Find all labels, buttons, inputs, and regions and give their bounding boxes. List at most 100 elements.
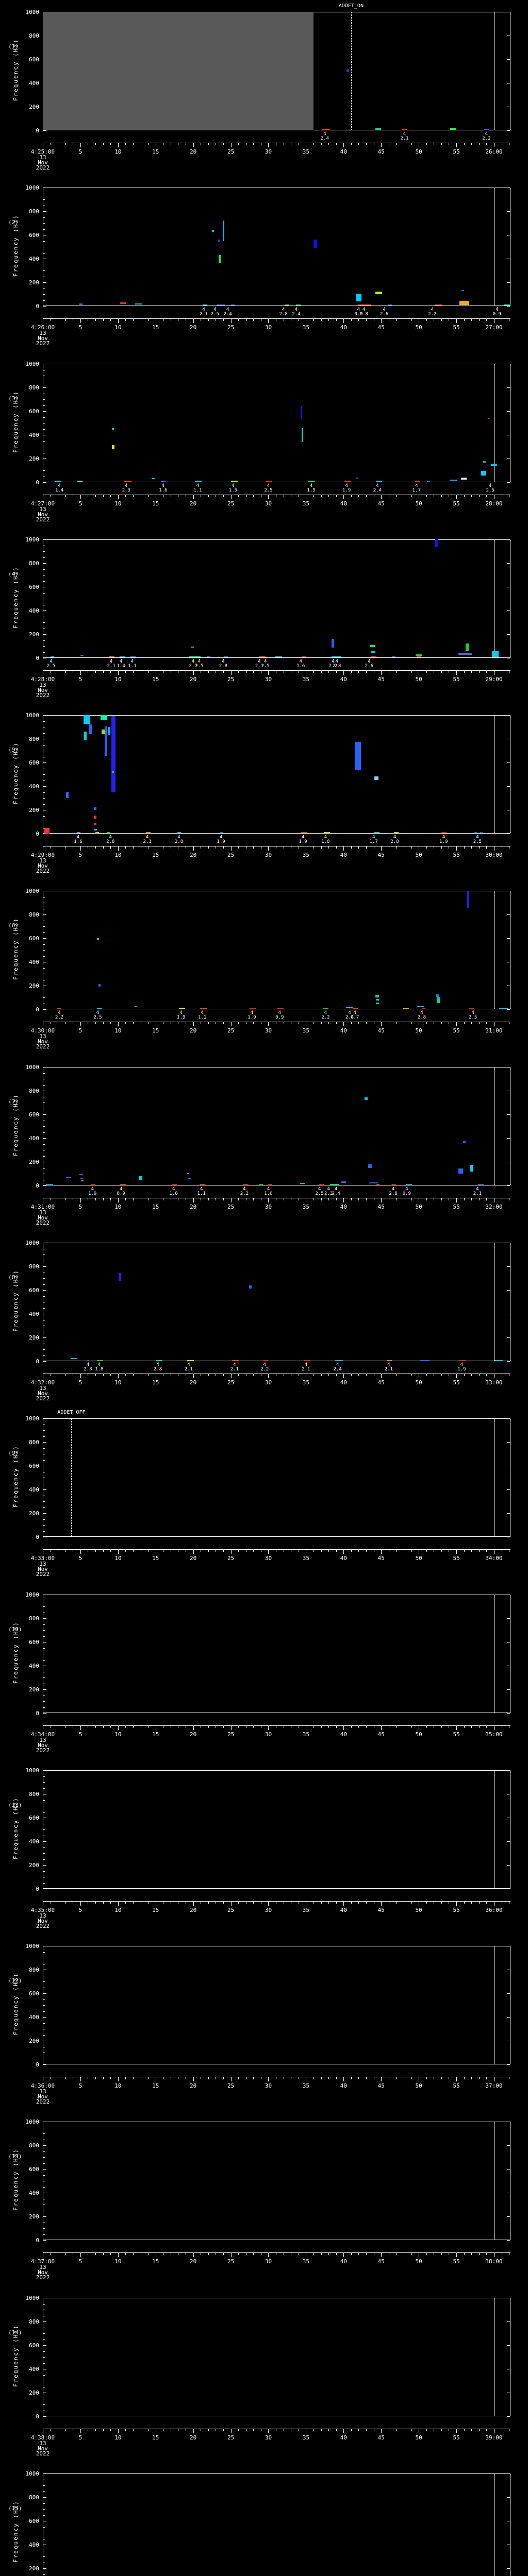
x-tick-label: 30 xyxy=(265,148,272,155)
x-tick-label: 20 xyxy=(190,148,197,155)
x-minor-tick xyxy=(238,319,239,321)
x-minor-tick xyxy=(223,2077,224,2079)
detection-count-label: 4 xyxy=(391,1187,395,1192)
y-minor-tick xyxy=(43,816,45,817)
x-date-label: 2022 xyxy=(36,868,50,874)
x-minor-tick xyxy=(321,1198,322,1200)
y-tick-label: 600 xyxy=(29,2518,39,2524)
x-minor-tick xyxy=(125,2429,126,2431)
detection-mark xyxy=(376,1002,379,1004)
y-minor-tick xyxy=(43,2485,45,2486)
detection-label: 4 2.5 xyxy=(261,484,275,493)
detection-count-label: 4 xyxy=(219,835,223,840)
x-minor-tick xyxy=(351,2077,352,2079)
x-tick-label: 10 xyxy=(114,500,122,507)
x-tick-mark xyxy=(268,1726,269,1730)
x-minor-tick xyxy=(208,671,209,673)
detection-mark xyxy=(331,656,341,658)
y-minor-tick xyxy=(43,229,45,230)
x-start-time-label: 4:35:00 xyxy=(30,1907,55,1913)
detection-count-label: 4 xyxy=(97,1362,101,1367)
detection-label: 4 0.9 xyxy=(490,308,504,317)
x-minor-tick xyxy=(110,495,111,497)
x-tick-label: 30 xyxy=(265,2434,272,2441)
x-tick-label: 55 xyxy=(453,676,460,683)
x-tick-label: 20 xyxy=(190,852,197,858)
x-minor-tick xyxy=(366,2077,367,2079)
detection-mark xyxy=(222,220,224,241)
x-tick-label: 40 xyxy=(340,2082,347,2089)
x-tick-label: 30 xyxy=(265,1027,272,1034)
detection-score-label: 1.9 xyxy=(217,839,225,844)
panel-index-label: (5) xyxy=(8,747,19,753)
x-minor-tick xyxy=(396,495,397,497)
x-tick-mark xyxy=(343,846,344,851)
x-tick-mark xyxy=(343,1198,344,1202)
detection-score-label: 2.8 xyxy=(279,312,288,317)
y-tick-label: 800 xyxy=(29,1088,39,1094)
x-minor-tick xyxy=(321,1022,322,1024)
detection-mark xyxy=(258,1184,263,1185)
x-minor-tick xyxy=(411,846,412,849)
detection-count-label: 4 xyxy=(119,1187,123,1192)
x-tick-label: 15 xyxy=(152,2258,159,2265)
spectrogram-panel: (10) Frequency (Hz) 0 200 400 600 800 1000 5 10 15… xyxy=(0,1583,528,1759)
x-end-time-label: 31:00 xyxy=(485,1027,503,1034)
detection-mark xyxy=(188,1178,191,1180)
detection-mark xyxy=(81,1180,84,1182)
detection-label: 4 2.1 xyxy=(253,659,266,669)
detection-label: 4 2.4 xyxy=(221,308,235,317)
y-tick-mark xyxy=(507,1009,510,1010)
x-tick-label: 35 xyxy=(302,2434,310,2441)
x-minor-tick xyxy=(478,143,480,145)
x-tick-mark xyxy=(230,1022,232,1026)
detection-mark xyxy=(112,445,115,450)
detection-mark xyxy=(421,1008,426,1009)
x-tick-label: 50 xyxy=(415,1027,422,1034)
x-minor-tick xyxy=(125,495,126,497)
x-minor-tick xyxy=(238,2253,239,2255)
x-minor-tick xyxy=(426,1902,427,1904)
x-tick-mark xyxy=(343,143,344,147)
detection-mark xyxy=(301,406,303,419)
y-minor-tick xyxy=(43,429,45,430)
x-tick-label: 45 xyxy=(377,2434,385,2441)
x-tick-mark xyxy=(80,2253,81,2257)
detection-mark xyxy=(98,984,101,987)
x-tick-label: 5 xyxy=(78,1731,82,1738)
x-minor-tick xyxy=(223,846,224,849)
y-tick-mark xyxy=(43,1689,46,1690)
detection-count-label: 4 xyxy=(263,1362,266,1367)
x-minor-tick xyxy=(396,2253,397,2255)
x-minor-tick xyxy=(125,1022,126,1024)
x-minor-tick xyxy=(336,319,337,321)
x-tick-label: 15 xyxy=(152,148,159,155)
detection-mark xyxy=(191,647,194,648)
x-minor-tick xyxy=(328,1550,329,1552)
detection-mark xyxy=(319,1184,324,1185)
detection-mark xyxy=(375,128,382,130)
y-axis-title: Frequency (Hz) xyxy=(12,1094,19,1156)
y-tick-mark xyxy=(43,387,46,388)
x-tick-label: 50 xyxy=(415,2082,422,2089)
x-tick-mark xyxy=(381,2077,382,2081)
x-minor-tick xyxy=(366,1374,367,1376)
x-date-label: 2022 xyxy=(36,1395,50,1402)
y-tick-mark xyxy=(507,2064,510,2065)
y-tick-label: 400 xyxy=(29,1663,39,1669)
detection-mark xyxy=(460,290,464,292)
detection-mark xyxy=(301,832,307,834)
x-minor-tick xyxy=(478,1374,480,1376)
detection-score-label: 2.5 xyxy=(473,839,482,844)
y-tick-label: 600 xyxy=(29,1463,39,1469)
detection-label: 4 1.9 xyxy=(455,1363,468,1372)
x-minor-tick xyxy=(351,1198,352,1200)
x-minor-tick xyxy=(366,1550,367,1552)
x-minor-tick xyxy=(336,495,337,497)
x-date-label: 13 xyxy=(39,330,46,336)
detection-mark xyxy=(391,656,395,658)
x-tick-mark xyxy=(80,1902,81,1906)
x-minor-tick xyxy=(464,1374,465,1376)
spectrogram-panel: (15)Frequency (Hz)0200400600800100051015… xyxy=(0,2462,528,2576)
x-minor-tick xyxy=(125,319,126,321)
